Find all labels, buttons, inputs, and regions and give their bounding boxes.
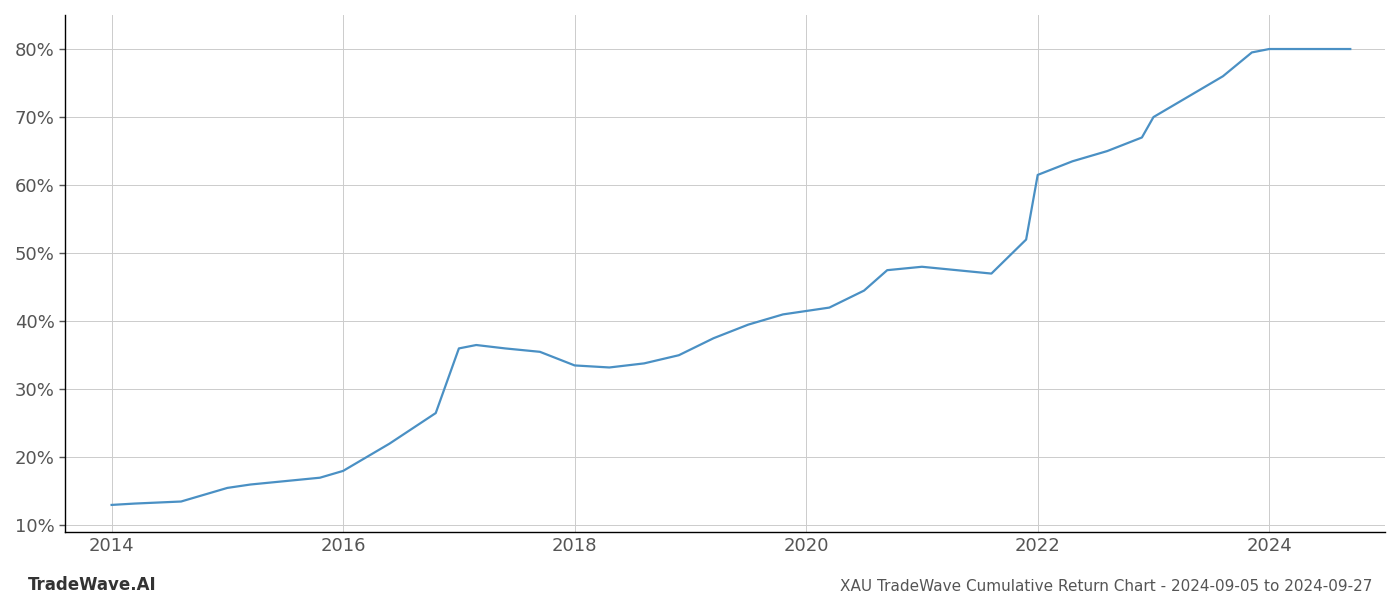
Text: TradeWave.AI: TradeWave.AI	[28, 576, 157, 594]
Text: XAU TradeWave Cumulative Return Chart - 2024-09-05 to 2024-09-27: XAU TradeWave Cumulative Return Chart - …	[840, 579, 1372, 594]
